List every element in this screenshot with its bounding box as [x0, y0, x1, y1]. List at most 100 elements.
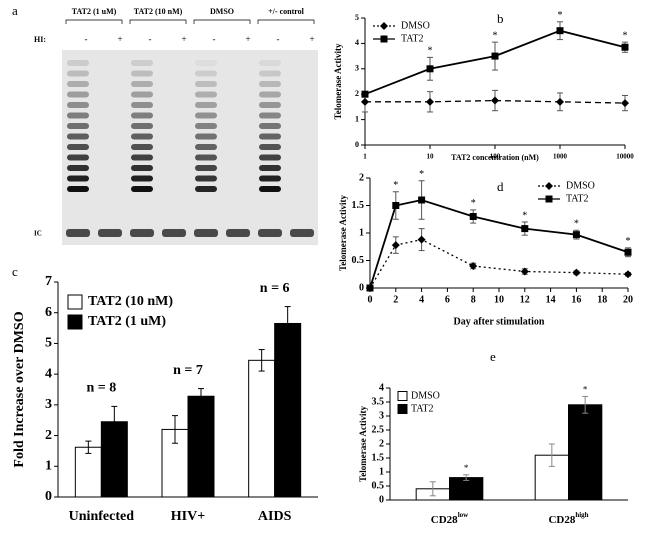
- marker: [469, 213, 477, 220]
- x-axis-label: Day after stimulation: [454, 316, 545, 327]
- group-label: n = 8: [86, 381, 116, 396]
- x-tick-label: 16: [571, 294, 581, 305]
- marker: [391, 241, 400, 250]
- significance-label: *: [574, 219, 579, 230]
- hi-sign: +: [245, 34, 250, 44]
- bar: [74, 446, 102, 498]
- lane-label: +/- control: [268, 7, 305, 16]
- ladder-band: [67, 70, 89, 77]
- y-tick-label: 2: [379, 438, 384, 449]
- panel-label: a: [12, 3, 18, 18]
- y-tick-label: 0: [379, 494, 384, 505]
- ladder-band: [67, 144, 89, 150]
- x-tick-label: 18: [597, 294, 607, 305]
- marker: [624, 270, 632, 279]
- legend-marker: [545, 195, 553, 203]
- ladder-band: [67, 112, 89, 119]
- x-tick-label: 4: [419, 294, 424, 305]
- marker: [624, 248, 632, 256]
- gel-panel: a TAT2 (1 uM) TAT2 (10 nM) DMSO +/- control H…: [12, 3, 318, 245]
- ladder-band: [67, 186, 89, 192]
- bar: [449, 477, 484, 501]
- ladder-band: [195, 175, 217, 182]
- x-tick-label: 10: [494, 294, 504, 305]
- panel-label: e: [490, 349, 496, 364]
- category-name: AIDS: [258, 509, 292, 524]
- ladder-band: [195, 154, 217, 161]
- y-axis-label: Fold Increase over DMSO: [12, 311, 27, 467]
- y-tick-label: 1.5: [372, 452, 385, 463]
- bar: [568, 404, 603, 501]
- y-tick-label: 1: [45, 459, 52, 474]
- ladder-band: [131, 144, 153, 150]
- panel-label: c: [12, 264, 18, 279]
- ic-band: [130, 229, 154, 237]
- y-tick-label: 1: [355, 114, 359, 123]
- ladder-band: [195, 165, 217, 171]
- bar: [248, 359, 276, 498]
- legend-label: DMSO: [401, 20, 430, 31]
- ic-band: [98, 229, 122, 237]
- ladder-band: [131, 175, 153, 182]
- ladder-band: [67, 123, 89, 129]
- y-tick-label: 5: [45, 336, 52, 351]
- ic-band: [194, 229, 218, 237]
- hi-label: HI:: [34, 35, 46, 44]
- ladder-band: [67, 154, 89, 161]
- legend-label: TAT2: [411, 403, 434, 414]
- ladder-band: [131, 186, 153, 192]
- ladder-band: [195, 91, 217, 98]
- x-tick-label: CD28low: [431, 511, 469, 526]
- ladder-band: [67, 175, 89, 182]
- significance-label: *: [583, 384, 588, 394]
- ladder-band: [195, 186, 217, 192]
- marker: [418, 196, 426, 204]
- legend-label: TAT2: [566, 193, 589, 204]
- ladder-band: [259, 91, 281, 98]
- marker: [621, 99, 629, 108]
- y-axis-label: Telomerase Activity: [338, 195, 348, 271]
- ladder-band: [195, 70, 217, 77]
- marker: [491, 96, 499, 105]
- y-tick-label: 1.5: [352, 200, 365, 211]
- ladder-band: [131, 123, 153, 129]
- x-tick-label: 1000: [553, 153, 568, 161]
- chart-panel: d 0 0.5 1 1.5 2 Telomerase Activity Day after s…: [338, 169, 633, 327]
- marker: [426, 97, 434, 106]
- x-tick-label: AIDS: [258, 509, 292, 524]
- group-label: n = 6: [260, 281, 290, 296]
- lane-bracket: [257, 19, 315, 24]
- ladder-band: [131, 112, 153, 119]
- legend-swatch: [397, 391, 408, 401]
- ladder-band: [259, 175, 281, 182]
- marker: [556, 27, 564, 35]
- y-tick-label: 0.5: [352, 255, 365, 266]
- y-tick-label: 3: [379, 410, 384, 421]
- ladder-band: [259, 133, 281, 140]
- marker: [417, 235, 426, 244]
- y-tick-label: 6: [45, 305, 52, 320]
- ic-band: [290, 229, 314, 237]
- ladder-band: [259, 102, 281, 108]
- hi-sign: -: [85, 34, 88, 44]
- x-tick-label: CD28high: [548, 511, 588, 526]
- ladder-band: [67, 133, 89, 140]
- bar: [274, 322, 302, 498]
- x-tick-label: Uninfected: [69, 509, 135, 524]
- x-tick-label: 8: [471, 294, 476, 305]
- ladder-band: [195, 123, 217, 129]
- ladder-band: [195, 112, 217, 119]
- marker: [556, 97, 564, 106]
- chart-panel: e 0 0.5 1 1.5 2 2.5 3 3.5 4 Telomerase Activity CD2…: [358, 349, 628, 526]
- ladder-band: [259, 70, 281, 77]
- lane-bracket: [65, 19, 123, 24]
- marker: [572, 268, 581, 277]
- panel-label: b: [497, 11, 504, 26]
- ladder-band: [131, 102, 153, 108]
- ladder-band: [195, 102, 217, 108]
- significance-label: *: [522, 210, 527, 221]
- x-axis-label: TAT2 concentration (nM): [451, 153, 539, 162]
- y-axis-label: Telomerase Activity: [358, 406, 368, 482]
